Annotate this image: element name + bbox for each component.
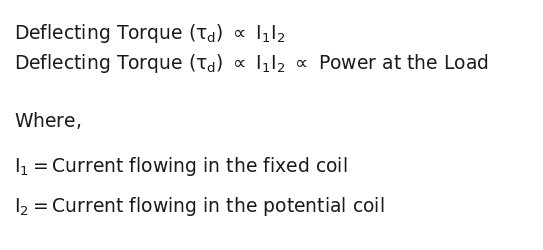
Text: $\mathrm{I_2 = Current\ flowing\ in\ the\ potential\ coil}$: $\mathrm{I_2 = Current\ flowing\ in\ the… — [14, 194, 384, 217]
Text: $\mathrm{Where,}$: $\mathrm{Where,}$ — [14, 110, 81, 130]
Text: $\mathrm{Deflecting\ Torque\ (\tau_d)\ \propto\ I_1I_2\ \propto\ Power\ at\ the\: $\mathrm{Deflecting\ Torque\ (\tau_d)\ \… — [14, 52, 489, 75]
Text: $\mathrm{I_1 = Current\ flowing\ in\ the\ fixed\ coil}$: $\mathrm{I_1 = Current\ flowing\ in\ the… — [14, 154, 348, 177]
Text: $\mathrm{Deflecting\ Torque\ (\tau_d)\ \propto\ I_1I_2}$: $\mathrm{Deflecting\ Torque\ (\tau_d)\ \… — [14, 22, 286, 45]
